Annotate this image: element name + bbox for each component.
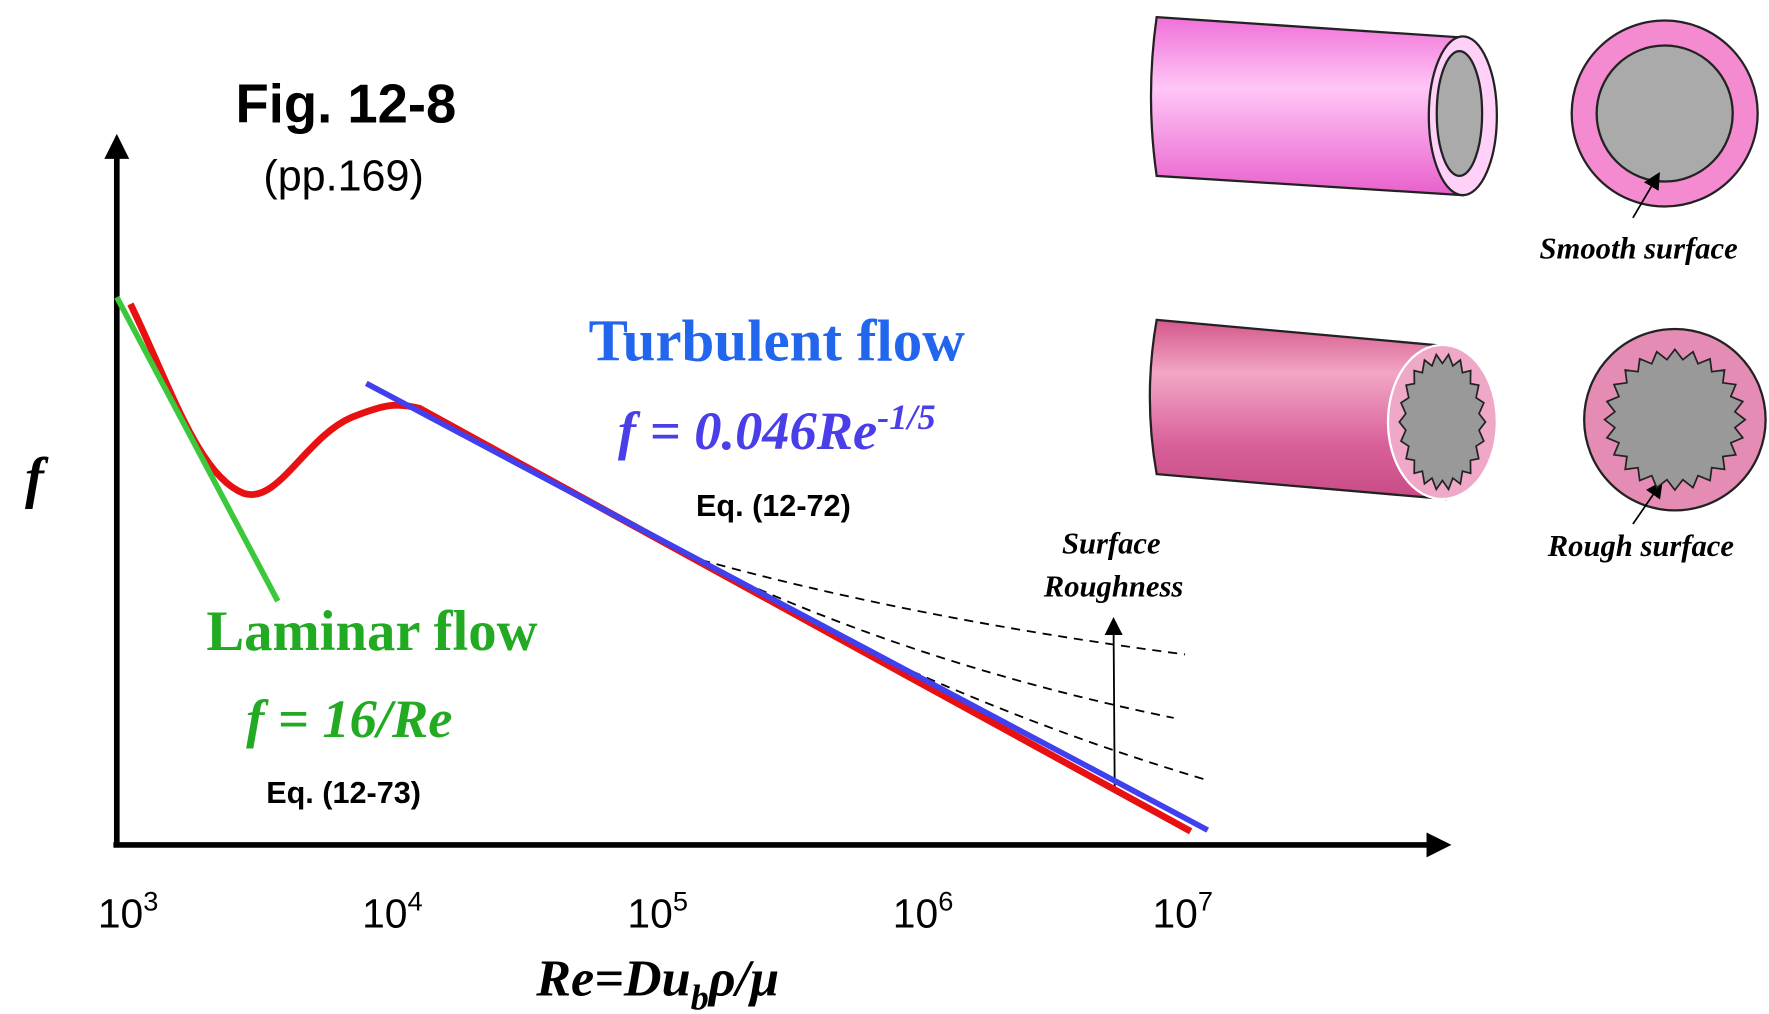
pipe-bore — [1437, 51, 1482, 176]
x-label-rest: ρ/μ — [707, 951, 779, 1008]
laminar-equation: f = 16/Re — [246, 688, 452, 749]
figure: Fig. 12-8 (pp.169) f 103104105106107 Re=… — [0, 0, 1769, 1014]
tick-base: 10 — [893, 891, 938, 937]
x-label-main: Re=Du — [535, 951, 690, 1008]
smooth-label: Smooth surface — [1540, 232, 1738, 266]
title: Fig. 12-8 — [235, 74, 456, 135]
x-tick-label: 104 — [362, 886, 423, 937]
tick-exponent: 7 — [1198, 886, 1213, 917]
rough-pipe — [1150, 320, 1766, 524]
tick-exponent: 5 — [673, 886, 688, 917]
subtitle: (pp.169) — [263, 153, 423, 201]
x-arrow — [1427, 832, 1452, 857]
equation-exponent: -1/5 — [877, 397, 935, 437]
x-tick-label: 105 — [627, 886, 688, 937]
x-tick-label: 106 — [893, 886, 954, 937]
rough-bore-section — [1605, 349, 1746, 490]
roughness-label: Surface — [1062, 526, 1161, 560]
page: Fig. 12-8 (pp.169) f 103104105106107 Re=… — [0, 0, 1769, 1014]
turbulent-equation: f = 0.046Re-1/5 — [618, 397, 936, 461]
laminar-reference: Eq. (12-73) — [266, 776, 421, 810]
tick-base: 10 — [627, 891, 672, 937]
x-label: Re=Dubρ/μ — [535, 951, 779, 1014]
roughness-arrow — [1114, 626, 1115, 788]
x-tick-label: 103 — [98, 886, 159, 937]
tick-base: 10 — [1152, 891, 1197, 937]
turbulent-label: Turbulent flow — [589, 308, 966, 374]
y-label: f — [25, 447, 49, 510]
rough-label: Rough surface — [1547, 529, 1734, 563]
tick-base: 10 — [98, 891, 143, 937]
tick-exponent: 6 — [938, 886, 953, 917]
tick-base: 10 — [362, 891, 407, 937]
equation-main: f = 0.046Re — [618, 400, 877, 461]
roughness-label: Roughness — [1043, 570, 1184, 604]
pipe-bore-section — [1597, 45, 1733, 181]
friction-curve — [130, 304, 1190, 831]
laminar-line — [117, 297, 278, 601]
laminar-label: Laminar flow — [206, 600, 537, 663]
smooth-pipe — [1151, 17, 1758, 218]
tick-exponent: 4 — [407, 886, 422, 917]
x-tick-label: 107 — [1152, 886, 1213, 937]
y-arrow — [104, 134, 129, 159]
tick-exponent: 3 — [143, 886, 158, 917]
x-label-sub: b — [691, 977, 709, 1014]
turbulent-reference: Eq. (12-72) — [696, 489, 851, 523]
pipe-body — [1151, 17, 1463, 195]
